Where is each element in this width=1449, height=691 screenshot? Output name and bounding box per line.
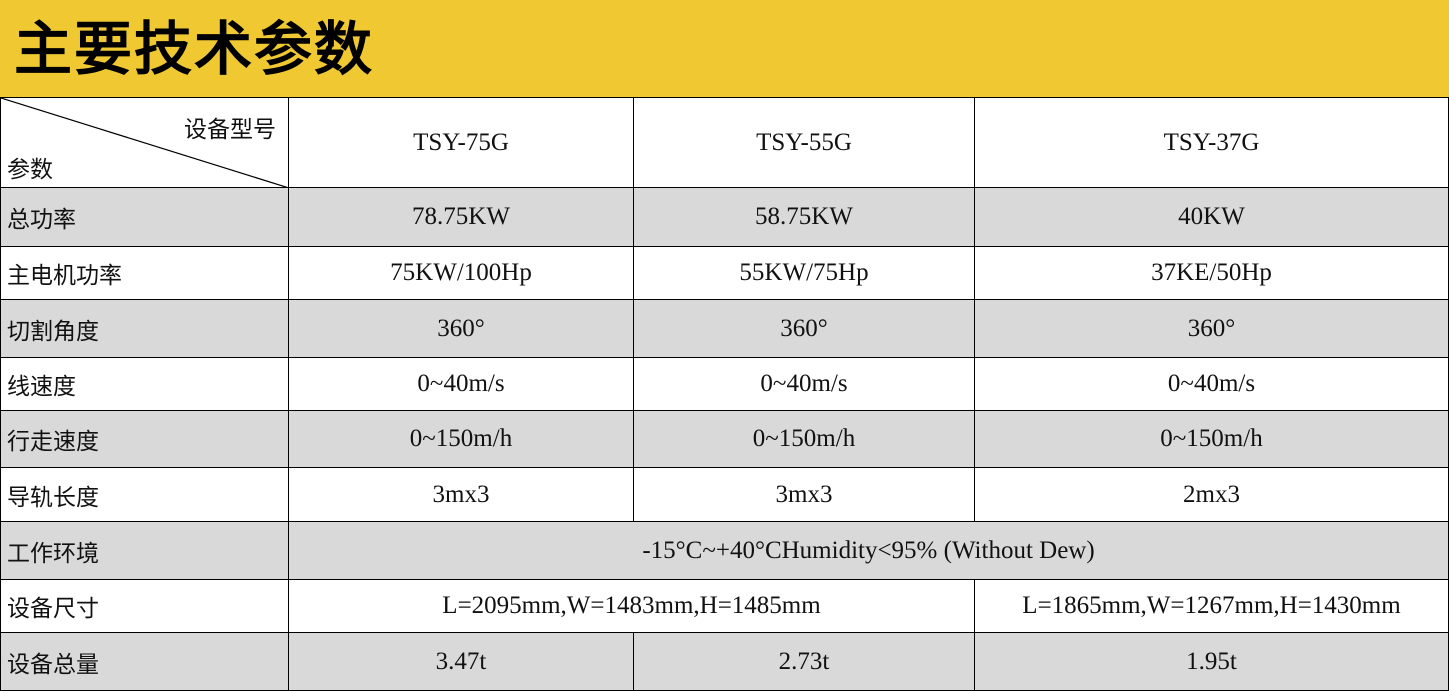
cell: 0~40m/s <box>633 357 975 411</box>
cell: 75KW/100Hp <box>288 246 634 300</box>
cell: 360° <box>974 299 1449 358</box>
cell: 3.47t <box>288 632 634 691</box>
row-label: 主电机功率 <box>0 246 289 300</box>
cell: 360° <box>288 299 634 358</box>
cell: 40KW <box>974 187 1449 247</box>
table-row: 导轨长度 3mx3 3mx3 2mx3 <box>0 467 1449 522</box>
table-row: 行走速度 0~150m/h 0~150m/h 0~150m/h <box>0 410 1449 468</box>
cell: 0~150m/h <box>288 410 634 468</box>
table-row: 主电机功率 75KW/100Hp 55KW/75Hp 37KE/50Hp <box>0 246 1449 300</box>
row-label: 工作环境 <box>0 521 289 580</box>
corner-cell: 设备型号 参数 <box>0 97 289 188</box>
row-label: 总功率 <box>0 187 289 247</box>
title-bar: 主要技术参数 <box>0 0 1449 97</box>
table-row: 总功率 78.75KW 58.75KW 40KW <box>0 187 1449 247</box>
table-row: 设备总量 3.47t 2.73t 1.95t <box>0 632 1449 691</box>
cell: 2mx3 <box>974 467 1449 522</box>
diagonal-divider <box>1 98 287 187</box>
cell: 0~150m/h <box>974 410 1449 468</box>
row-label: 切割角度 <box>0 299 289 358</box>
cell: L=2095mm,W=1483mm,H=1485mm <box>288 579 975 633</box>
cell: 37KE/50Hp <box>974 246 1449 300</box>
cell: 0~40m/s <box>974 357 1449 411</box>
row-label: 行走速度 <box>0 410 289 468</box>
row-label: 设备尺寸 <box>0 579 289 633</box>
cell: 55KW/75Hp <box>633 246 975 300</box>
model-header: TSY-55G <box>633 97 975 188</box>
cell: 1.95t <box>974 632 1449 691</box>
header-row: 设备型号 参数 TSY-75G TSY-55G TSY-37G <box>0 97 1449 188</box>
page-title: 主要技术参数 <box>14 15 375 83</box>
cell: -15°C~+40°CHumidity<95% (Without Dew) <box>288 521 1449 580</box>
cell: L=1865mm,W=1267mm,H=1430mm <box>974 579 1449 633</box>
row-label: 设备总量 <box>0 632 289 691</box>
spec-table: 设备型号 参数 TSY-75G TSY-55G TSY-37G 总功率 78.7… <box>0 97 1449 691</box>
table-row: 工作环境 -15°C~+40°CHumidity<95% (Without De… <box>0 521 1449 580</box>
row-label: 导轨长度 <box>0 467 289 522</box>
corner-model-label: 设备型号 <box>184 117 276 143</box>
cell: 360° <box>633 299 975 358</box>
cell: 2.73t <box>633 632 975 691</box>
cell: 3mx3 <box>288 467 634 522</box>
model-header: TSY-37G <box>974 97 1449 188</box>
table-row: 线速度 0~40m/s 0~40m/s 0~40m/s <box>0 357 1449 411</box>
cell: 78.75KW <box>288 187 634 247</box>
corner-param-label: 参数 <box>7 157 53 183</box>
cell: 3mx3 <box>633 467 975 522</box>
row-label: 线速度 <box>0 357 289 411</box>
model-header: TSY-75G <box>288 97 634 188</box>
table-row: 切割角度 360° 360° 360° <box>0 299 1449 358</box>
table-row: 设备尺寸 L=2095mm,W=1483mm,H=1485mm L=1865mm… <box>0 579 1449 633</box>
cell: 0~150m/h <box>633 410 975 468</box>
cell: 58.75KW <box>633 187 975 247</box>
cell: 0~40m/s <box>288 357 634 411</box>
